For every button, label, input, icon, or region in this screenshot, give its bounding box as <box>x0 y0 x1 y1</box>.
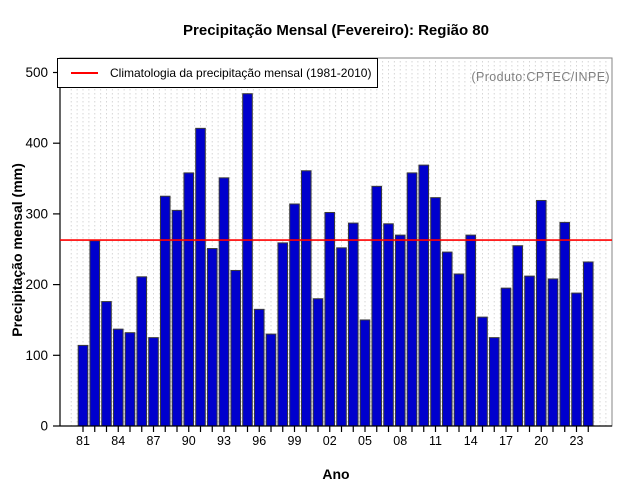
y-tick-label: 100 <box>25 348 48 363</box>
chart-title: Precipitação Mensal (Fevereiro): Região … <box>183 22 489 39</box>
bar-1996 <box>253 308 265 427</box>
bar-2001 <box>312 298 324 427</box>
y-axis-title: Precipitação mensal (mm) <box>9 163 25 337</box>
bar-2019 <box>524 275 535 427</box>
bar-1982 <box>89 240 101 427</box>
bar-1991 <box>195 127 206 427</box>
legend-line-sample <box>71 72 98 74</box>
bar-1995 <box>242 93 253 427</box>
x-tick-label: 99 <box>288 434 302 448</box>
x-tick-label: 08 <box>393 434 407 448</box>
x-tick-label: 87 <box>147 434 161 448</box>
y-tick-label: 300 <box>25 206 48 221</box>
bar-2015 <box>477 316 488 427</box>
bar-2006 <box>371 185 383 427</box>
x-tick-label: 02 <box>323 434 337 448</box>
bar-2024 <box>582 261 594 427</box>
bar-1993 <box>218 177 230 427</box>
product-annotation: (Produto:CPTEC/INPE) <box>471 70 610 84</box>
legend-box: Climatologia da precipitação mensal (198… <box>57 58 378 88</box>
bar-2022 <box>559 221 571 427</box>
y-axis <box>53 71 61 427</box>
y-tick-label: 500 <box>25 65 48 80</box>
legend-label: Climatologia da precipitação mensal (198… <box>110 66 372 80</box>
y-tick-label: 0 <box>40 419 48 434</box>
bar-2013 <box>453 273 465 427</box>
bar-2007 <box>383 223 394 427</box>
bar-2014 <box>465 234 477 427</box>
bar-2012 <box>441 251 453 427</box>
bar-1998 <box>277 242 289 427</box>
x-tick-label: 05 <box>358 434 372 448</box>
x-tick-label: 93 <box>217 434 231 448</box>
bar-1983 <box>101 301 112 427</box>
bar-1997 <box>265 333 277 427</box>
bar-2020 <box>535 199 547 427</box>
bar-2018 <box>512 245 524 427</box>
x-tick-label: 96 <box>252 434 266 448</box>
x-tick-label: 23 <box>570 434 584 448</box>
bar-2011 <box>430 197 441 427</box>
bar-2005 <box>359 319 371 427</box>
bar-2021 <box>547 278 559 427</box>
bar-1994 <box>230 269 242 427</box>
x-axis-title: Ano <box>322 466 350 482</box>
bar-1989 <box>171 209 183 427</box>
bar-1981 <box>77 344 89 427</box>
bar-2016 <box>488 337 500 427</box>
bar-1985 <box>124 332 136 427</box>
bar-2000 <box>300 170 312 427</box>
bar-2009 <box>406 172 418 427</box>
x-tick-label: 20 <box>534 434 548 448</box>
bar-2003 <box>336 247 347 427</box>
x-tick-label: 14 <box>464 434 478 448</box>
bar-1988 <box>159 195 171 427</box>
bar-1987 <box>148 337 159 427</box>
bar-1992 <box>206 248 218 427</box>
y-tick-label: 200 <box>25 277 48 292</box>
bar-2023 <box>571 292 582 427</box>
x-tick-label: 84 <box>111 434 125 448</box>
bars <box>77 93 594 427</box>
x-tick-label: 17 <box>499 434 513 448</box>
y-tick-label: 400 <box>25 136 48 151</box>
bar-2002 <box>324 211 336 427</box>
x-tick-label: 90 <box>182 434 196 448</box>
bar-1990 <box>183 172 195 427</box>
bar-2004 <box>347 222 359 427</box>
bar-1986 <box>136 276 148 427</box>
bar-2008 <box>394 234 406 427</box>
bar-1999 <box>289 203 300 427</box>
bar-1984 <box>112 328 124 427</box>
bar-2017 <box>500 287 512 427</box>
x-axis <box>60 425 612 432</box>
x-tick-label: 81 <box>76 434 90 448</box>
x-tick-label: 11 <box>429 434 442 448</box>
bar-2010 <box>418 164 430 427</box>
